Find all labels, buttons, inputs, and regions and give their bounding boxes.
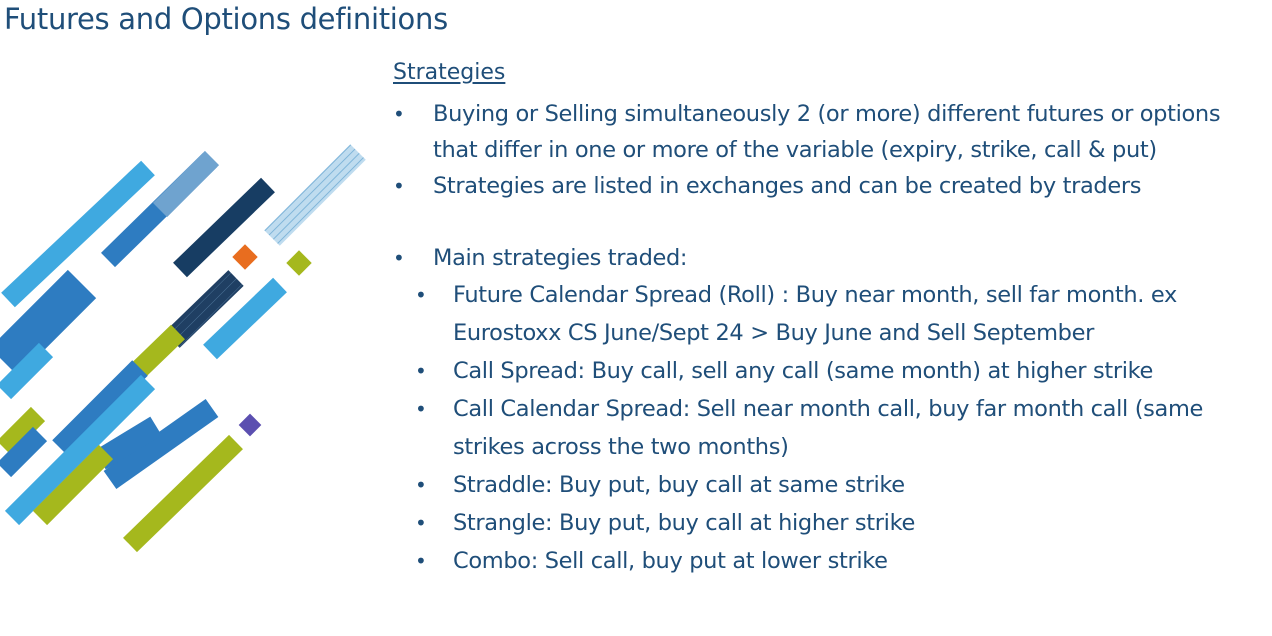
bullet-item: Buying or Selling simultaneously 2 (or m… xyxy=(393,96,1263,168)
stripe-mid-blue-4 xyxy=(0,426,48,478)
sub-bullet-item: Call Spread: Buy call, sell any call (sa… xyxy=(393,352,1263,390)
stripe-light-blue-3 xyxy=(0,342,54,400)
sub-bullet-item: Combo: Sell call, buy put at lower strik… xyxy=(393,542,1263,580)
square-purple xyxy=(238,413,262,437)
bullet-item: Main strategies traded: xyxy=(393,240,1263,276)
sub-bullet-item: Strangle: Buy put, buy call at higher st… xyxy=(393,504,1263,542)
stripe-navy-textured xyxy=(164,270,244,348)
sub-bullet-item: Straddle: Buy put, buy call at same stri… xyxy=(393,466,1263,504)
sub-bullet-item: Future Calendar Spread (Roll) : Buy near… xyxy=(393,276,1263,352)
stripe-mid-blue-3 xyxy=(52,360,148,456)
stripe-mid-blue-5 xyxy=(103,399,219,489)
decorative-stripes-graphic xyxy=(0,144,366,553)
section-heading: Strategies xyxy=(393,60,506,85)
stripe-steel-blue-2 xyxy=(94,416,162,470)
stripe-hatched xyxy=(264,144,366,246)
stripe-light-blue-1 xyxy=(1,160,155,308)
square-orange xyxy=(232,244,258,270)
sub-bullet-list: Future Calendar Spread (Roll) : Buy near… xyxy=(393,276,1263,580)
bullet-item: Strategies are listed in exchanges and c… xyxy=(393,168,1263,204)
stripe-lime-3 xyxy=(32,444,114,526)
stripe-navy xyxy=(173,177,275,278)
stripe-lime-2 xyxy=(0,406,46,456)
content-area: Strategies Buying or Selling simultaneou… xyxy=(393,58,1263,580)
stripe-mid-blue-2 xyxy=(0,269,97,377)
stripe-steel-blue-1 xyxy=(152,150,220,218)
square-lime xyxy=(286,250,312,276)
stripe-light-blue-2 xyxy=(203,277,287,360)
slide-title: Futures and Options definitions xyxy=(4,2,448,36)
bullet-list: Buying or Selling simultaneously 2 (or m… xyxy=(393,96,1263,276)
stripe-lime-4 xyxy=(123,434,243,553)
stripe-light-blue-4 xyxy=(4,374,156,526)
sub-bullet-item: Call Calendar Spread: Sell near month ca… xyxy=(393,390,1263,466)
